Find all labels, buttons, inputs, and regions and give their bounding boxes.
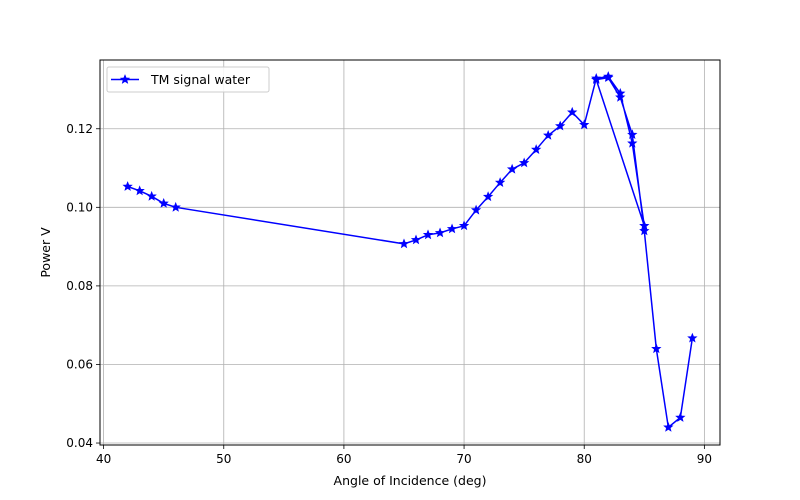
y-tick-label: 0.08 [66,279,93,293]
x-tick-label: 40 [96,452,111,466]
data-point-star [470,204,482,215]
data-point-star [687,332,698,343]
data-point-star [422,229,434,240]
legend: TM signal water [106,66,270,93]
y-tick-label: 0.06 [66,357,93,371]
legend-star-marker [119,74,131,84]
data-point-star [170,201,181,212]
legend-label: TM signal water [150,72,251,87]
data-point-star [458,220,470,231]
data-point-star [663,421,674,432]
x-tick-label: 90 [697,452,712,466]
series-layer [122,71,698,432]
data-point-star [555,120,566,131]
data-point-star [579,119,590,130]
data-point-star [146,190,157,201]
y-tick-label: 0.04 [66,436,93,450]
x-tick-label: 80 [577,452,592,466]
data-point-star [639,225,650,236]
data-point-star [398,238,410,249]
data-point-star [603,72,614,83]
data-point-star [446,223,458,234]
data-point-star [134,185,145,196]
data-point-star [410,234,422,245]
data-point-star [627,137,638,148]
data-point-star [122,181,133,191]
x-tick-label: 50 [216,452,231,466]
y-axis: 0.04 0.06 0.08 0.10 0.12 [66,122,100,450]
data-point-star [591,74,602,85]
data-point-star [543,130,554,140]
data-point-star [506,163,518,174]
data-point-star [518,157,530,168]
plot-frame [99,59,721,446]
x-tick-label: 70 [456,452,471,466]
x-tick-label: 60 [336,452,351,466]
data-point-star [494,177,506,187]
data-point-star [651,343,662,354]
data-point-star [158,197,169,208]
data-point-star [615,91,626,102]
data-point-star [482,191,494,202]
y-axis-title: Power V [38,227,53,278]
data-point-star [627,129,638,140]
legend-box [106,66,270,93]
y-tick-label: 0.10 [66,200,93,214]
data-point-star [434,227,446,238]
data-point-star [567,106,578,117]
data-point-star [675,412,686,422]
x-axis-title: Angle of Incidence (deg) [334,473,487,488]
y-tick-label: 0.12 [66,122,93,136]
data-point-star [531,144,542,154]
grid [100,60,720,445]
x-axis: 40 50 60 70 80 90 [96,445,712,466]
